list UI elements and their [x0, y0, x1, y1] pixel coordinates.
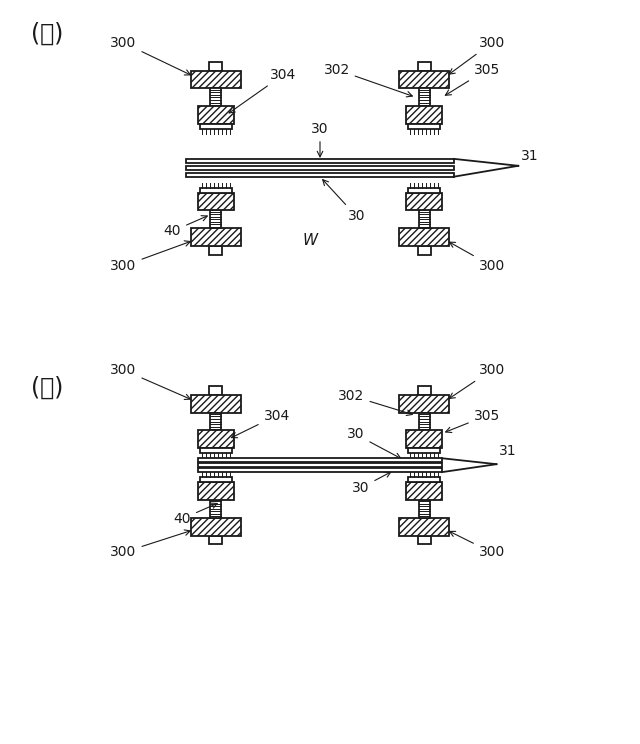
Bar [406, 193, 442, 211]
Bar [418, 386, 431, 395]
Bar [198, 482, 234, 500]
Bar [198, 482, 234, 500]
Text: 300: 300 [449, 363, 505, 399]
Bar [211, 89, 221, 106]
Bar [209, 62, 222, 71]
Bar [399, 71, 449, 89]
Bar [191, 518, 241, 536]
Text: 302: 302 [339, 389, 412, 415]
Bar [419, 413, 429, 431]
Bar [191, 395, 241, 413]
Bar [198, 106, 234, 124]
Bar [209, 246, 222, 255]
Text: 30: 30 [311, 122, 329, 157]
Bar [198, 193, 234, 211]
Bar [186, 159, 454, 163]
Bar [406, 482, 442, 500]
Bar [200, 477, 232, 482]
Bar [406, 431, 442, 449]
Bar [399, 395, 449, 413]
Text: 305: 305 [445, 62, 500, 95]
Bar [408, 449, 440, 453]
Text: 304: 304 [229, 68, 297, 113]
Bar [408, 477, 440, 482]
Bar [209, 536, 222, 545]
Bar [198, 106, 234, 124]
Bar [399, 518, 449, 536]
Text: 302: 302 [323, 62, 412, 97]
Text: 30: 30 [323, 179, 365, 223]
Bar [419, 89, 429, 106]
Text: 40: 40 [164, 216, 207, 238]
Text: 300: 300 [110, 241, 190, 273]
Text: 305: 305 [445, 408, 500, 432]
Text: W: W [303, 233, 317, 248]
Bar [399, 228, 449, 246]
Bar [399, 395, 449, 413]
Bar [198, 458, 442, 462]
Bar [198, 193, 234, 211]
Text: 30: 30 [352, 472, 391, 495]
Bar [211, 211, 221, 228]
Bar [418, 62, 431, 71]
Bar [198, 431, 234, 449]
Bar [191, 228, 241, 246]
Bar [198, 464, 442, 467]
Text: 300: 300 [110, 36, 191, 75]
Bar [191, 518, 241, 536]
Bar [406, 193, 442, 211]
Bar [200, 449, 232, 453]
Text: 300: 300 [110, 530, 190, 559]
Bar [186, 166, 454, 170]
Bar [406, 106, 442, 124]
Bar [198, 468, 442, 472]
Bar [209, 386, 222, 395]
Text: 300: 300 [110, 363, 191, 400]
Bar [200, 124, 232, 129]
Text: 300: 300 [449, 242, 505, 273]
Bar [200, 187, 232, 193]
Text: 30: 30 [347, 427, 401, 458]
Text: 40: 40 [173, 503, 217, 526]
Bar [191, 71, 241, 89]
Bar [408, 124, 440, 129]
Text: (Ｂ): (Ｂ) [31, 376, 63, 400]
Bar [419, 211, 429, 228]
Bar [186, 173, 454, 177]
Bar [418, 536, 431, 545]
Bar [191, 395, 241, 413]
Bar [211, 500, 221, 518]
Bar [399, 518, 449, 536]
Text: 300: 300 [449, 531, 505, 559]
Bar [211, 413, 221, 431]
Text: 300: 300 [449, 36, 505, 74]
Bar [408, 187, 440, 193]
Bar [399, 71, 449, 89]
Text: (Ａ): (Ａ) [31, 22, 63, 46]
Bar [406, 106, 442, 124]
Bar [198, 431, 234, 449]
Text: 31: 31 [521, 149, 539, 163]
Bar [418, 246, 431, 255]
Bar [191, 228, 241, 246]
Bar [399, 228, 449, 246]
Bar [191, 71, 241, 89]
Text: 31: 31 [499, 444, 517, 458]
Bar [419, 500, 429, 518]
Bar [406, 482, 442, 500]
Bar [406, 431, 442, 449]
Text: 304: 304 [232, 408, 290, 437]
